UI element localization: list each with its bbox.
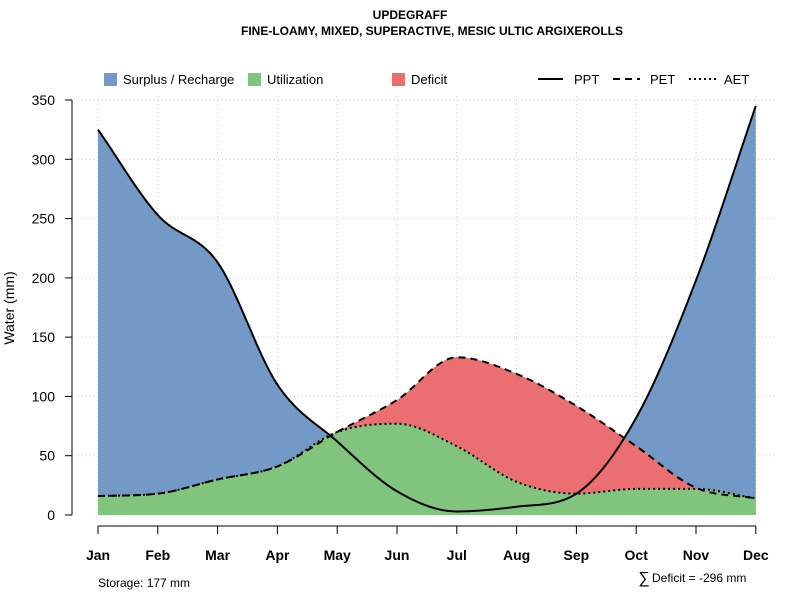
y-tick-label: 150 <box>32 329 56 345</box>
deficit-text: Deficit = -296 mm <box>652 571 746 585</box>
legend-swatch-utilization <box>248 73 261 86</box>
legend-swatch-deficit <box>392 73 405 86</box>
legend-label-ppt: PPT <box>574 72 599 87</box>
x-tick-label: Jan <box>86 547 110 563</box>
x-tick-label: Oct <box>625 547 649 563</box>
legend: Surplus / Recharge Utilization Deficit P… <box>104 72 749 87</box>
chart-title-line2: FINE-LOAMY, MIXED, SUPERACTIVE, MESIC UL… <box>241 24 623 38</box>
sum-symbol: ∑ <box>638 570 649 587</box>
area-fills <box>98 105 756 516</box>
legend-label-pet: PET <box>650 72 675 87</box>
x-tick-label: Apr <box>265 547 290 563</box>
y-axis-label: Water (mm) <box>1 271 17 344</box>
x-tick-label: Feb <box>145 547 170 563</box>
x-tick-label: Jul <box>447 547 467 563</box>
y-tick-label: 200 <box>32 270 56 286</box>
y-axis: 0 50 100 150 200 250 300 350 <box>32 92 73 523</box>
y-tick-label: 300 <box>32 151 56 167</box>
storage-text: Storage: 177 mm <box>98 576 190 590</box>
area-utilization <box>98 423 756 515</box>
area-surplus-recharge <box>98 105 756 516</box>
legend-label-utilization: Utilization <box>267 72 323 87</box>
legend-label-deficit: Deficit <box>411 72 448 87</box>
y-tick-label: 50 <box>39 448 55 464</box>
legend-label-aet: AET <box>724 72 749 87</box>
y-tick-label: 250 <box>32 211 56 227</box>
series-line-aet <box>97 422 756 500</box>
x-tick-label: Mar <box>205 547 230 563</box>
x-tick-label: Nov <box>683 547 710 563</box>
chart-title-line1: UPDEGRAFF <box>373 8 448 22</box>
x-tick-label: Jun <box>385 547 410 563</box>
y-tick-label: 100 <box>32 388 56 404</box>
x-tick-label: Dec <box>743 547 769 563</box>
y-tick-label: 350 <box>32 92 56 108</box>
series-lines <box>97 105 757 513</box>
legend-label-surplus: Surplus / Recharge <box>123 72 234 87</box>
x-tick-label: May <box>324 547 351 563</box>
x-tick-label: Aug <box>503 547 530 563</box>
y-tick-label: 0 <box>47 507 55 523</box>
area-deficit <box>98 357 756 499</box>
legend-swatch-surplus <box>104 73 117 86</box>
x-axis: Jan Feb Mar Apr May Jun Jul Aug Sep Oct Nov Dec <box>86 525 769 563</box>
series-line-ppt <box>97 105 757 513</box>
x-tick-label: Sep <box>564 547 590 563</box>
